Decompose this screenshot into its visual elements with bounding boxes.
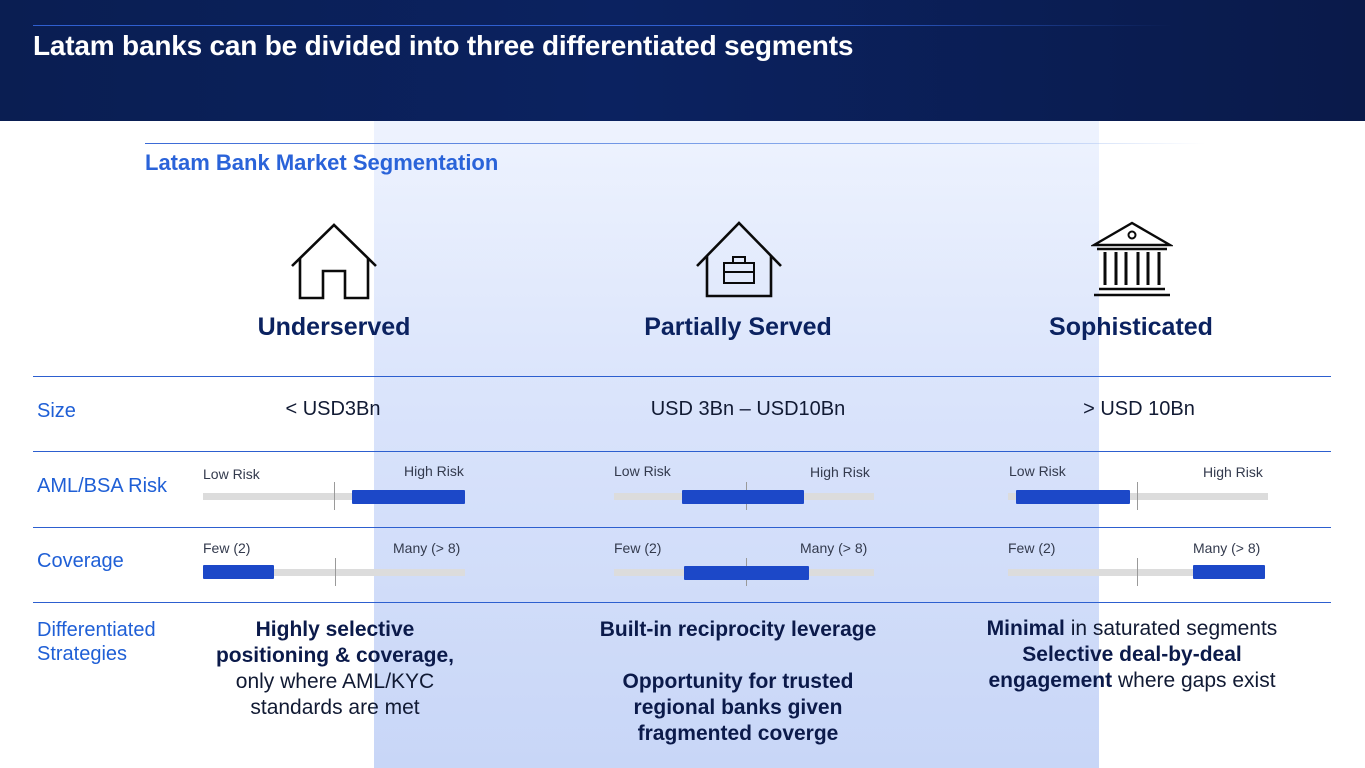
coverage-low-label: Few (2) [203, 540, 251, 556]
strategy-partial-line1: Built-in reciprocity leverage [599, 618, 877, 641]
coverage-high-label: Many (> 8) [1193, 540, 1261, 556]
risk-high-label: High Risk [810, 464, 870, 480]
coverage-track-sophisticated [1008, 569, 1265, 576]
risk-low-label: Low Risk [203, 466, 260, 482]
coverage-level-bar-partially-served [684, 566, 809, 580]
risk-low-label: Low Risk [614, 463, 671, 479]
strategy-partial-line4: fragmented coverge [637, 722, 839, 745]
row-divider [33, 376, 1331, 377]
row-divider [33, 451, 1331, 452]
coverage-low-label: Few (2) [1008, 540, 1056, 556]
row-divider [33, 602, 1331, 603]
coverage-midpoint-tick [1137, 558, 1138, 586]
row-label-strategies-line1: Differentiated [37, 619, 156, 641]
size-value-sophisticated: > USD 10Bn [1083, 398, 1195, 420]
row-divider [33, 527, 1331, 528]
partially-served-highlight [374, 121, 1099, 768]
strategy-sophisticated-minimal: Minimal [986, 617, 1065, 640]
segment-title-sophisticated: Sophisticated [1049, 313, 1213, 341]
segment-title-underserved: Underserved [257, 313, 411, 341]
row-label-strategies-line2: Strategies [37, 643, 128, 665]
risk-level-bar-partially-served [681, 490, 804, 504]
strategy-underserved: Highly selective positioning & coverage,… [175, 617, 495, 721]
page-title: Latam banks can be divided into three di… [33, 30, 854, 61]
coverage-high-label: Many (> 8) [393, 540, 461, 556]
coverage-low-label: Few (2) [614, 540, 662, 556]
risk-high-label: High Risk [1203, 464, 1263, 480]
coverage-high-label: Many (> 8) [800, 540, 868, 556]
coverage-level-bar-underserved [203, 565, 274, 579]
risk-low-label: Low Risk [1009, 463, 1066, 479]
coverage-level-bar-sophisticated [1193, 565, 1265, 579]
coverage-track-underserved [203, 569, 465, 576]
strategy-sophisticated: Minimal in saturated segments Selective … [972, 616, 1292, 694]
strategy-underserved-line1: Highly selective [255, 618, 415, 641]
risk-track-sophisticated [1008, 493, 1268, 500]
row-label-coverage: Coverage [37, 550, 124, 572]
coverage-midpoint-tick [335, 558, 336, 586]
strategy-underserved-line4: standards are met [250, 696, 420, 719]
risk-level-bar-underserved [352, 490, 465, 504]
subtitle-rule [145, 143, 1205, 144]
header-rule [33, 25, 1173, 26]
strategy-underserved-line2: positioning & coverage, [215, 644, 455, 667]
strategy-partial-line2: Opportunity for trusted [622, 670, 854, 693]
row-label-size: Size [37, 400, 76, 422]
segment-title-partially-served: Partially Served [644, 313, 832, 341]
row-label-aml-risk: AML/BSA Risk [37, 475, 168, 497]
bank-building-icon [1091, 221, 1173, 297]
house-icon [291, 223, 377, 300]
section-subtitle: Latam Bank Market Segmentation [145, 150, 499, 175]
strategy-sophisticated-line3-rest: where gaps exist [1112, 669, 1276, 692]
risk-midpoint-tick [334, 482, 335, 510]
strategy-partially-served: Built-in reciprocity leverage Opportunit… [578, 617, 898, 747]
risk-high-label: High Risk [404, 463, 464, 479]
risk-level-bar-sophisticated [1015, 490, 1131, 504]
header-banner: Latam banks can be divided into three di… [0, 0, 1365, 121]
strategy-partial-line3: regional banks given [633, 696, 843, 719]
row-label-strategies: Differentiated Strategies [37, 618, 156, 666]
size-value-underserved: < USD3Bn [285, 398, 381, 420]
risk-midpoint-tick [1137, 482, 1138, 510]
house-briefcase-icon [696, 221, 782, 298]
strategy-underserved-line3: only where AML/KYC [235, 670, 435, 693]
strategy-sophisticated-line2: Selective deal-by-deal [1022, 643, 1242, 666]
strategy-sophisticated-engagement: engagement [988, 669, 1113, 692]
size-value-partially-served: USD 3Bn – USD10Bn [650, 398, 846, 420]
strategy-sophisticated-line1-rest: in saturated segments [1064, 617, 1278, 640]
